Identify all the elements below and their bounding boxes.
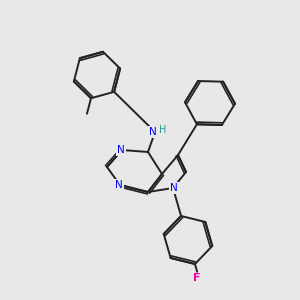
Text: N: N	[170, 183, 178, 193]
Text: N: N	[117, 145, 125, 155]
Text: H: H	[159, 125, 167, 135]
Text: N: N	[115, 180, 123, 190]
Text: F: F	[194, 273, 201, 283]
Text: N: N	[149, 127, 157, 137]
